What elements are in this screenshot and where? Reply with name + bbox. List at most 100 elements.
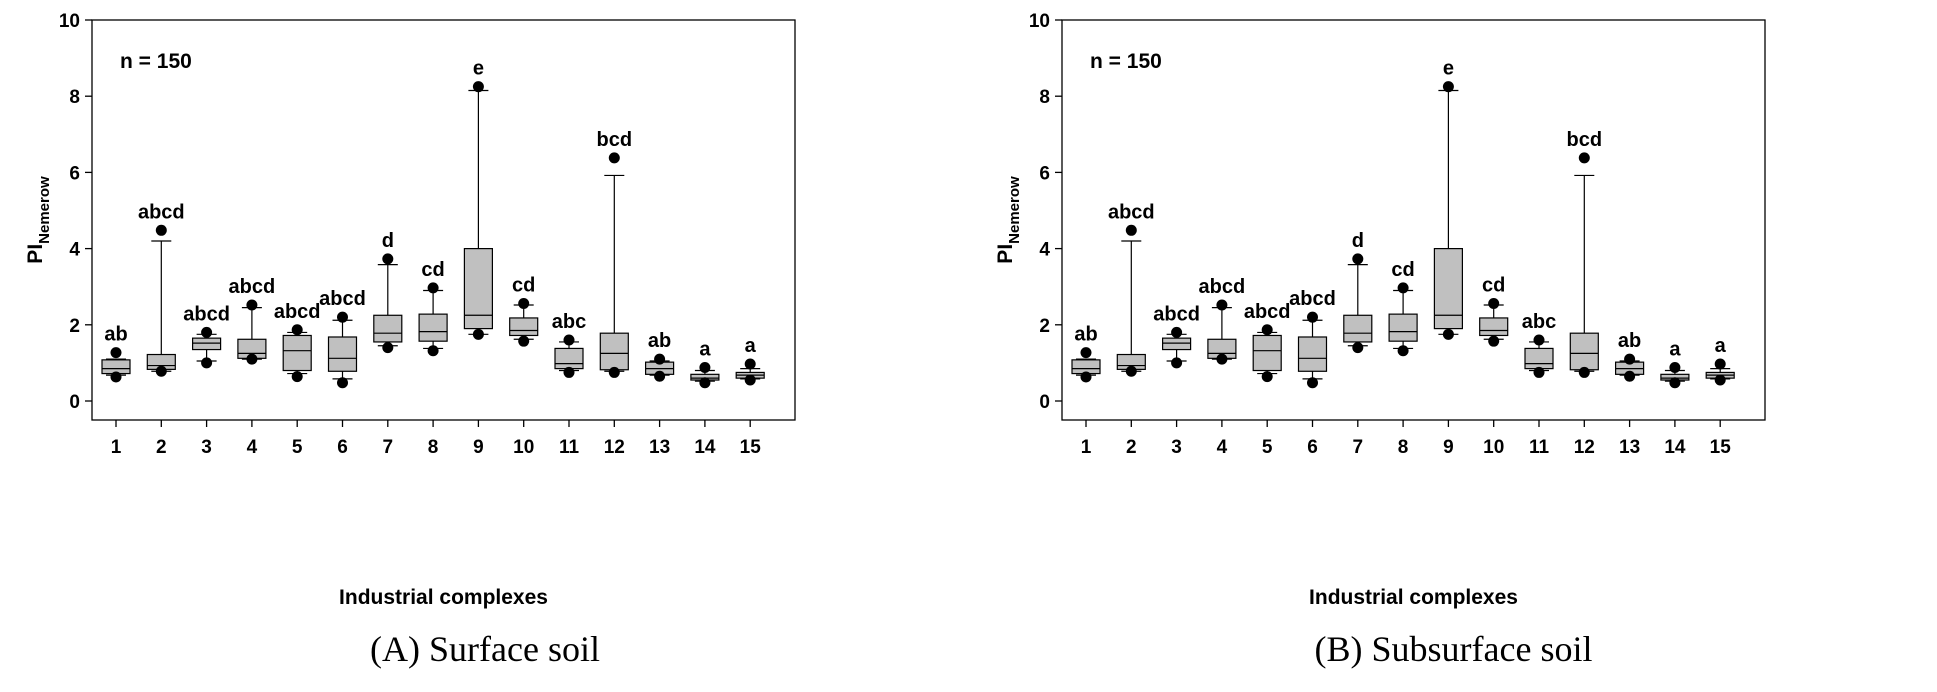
significance-letter: e [1443,58,1454,80]
outlier-point [1533,334,1545,346]
significance-letter: abcd [1153,303,1200,325]
significance-letter: abcd [138,201,185,223]
box-iqr [373,314,403,343]
significance-letter: cd [1482,274,1505,296]
significance-letter: a [1669,338,1681,360]
x-tick-label: 11 [1529,437,1550,458]
x-tick-label: 7 [1353,437,1364,458]
outlier-point [518,297,530,309]
significance-letter: abc [1522,311,1556,333]
outlier-point [518,335,530,347]
x-tick-label: 5 [1262,437,1273,458]
y-tick-label: 8 [69,87,80,108]
x-tick-label: 1 [111,437,122,458]
y-tick-label: 2 [1039,316,1050,337]
outlier-point [382,253,394,265]
y-tick-label: 0 [69,392,80,413]
outlier-point [1714,358,1726,370]
outlier-point [427,282,439,294]
box-iqr [509,317,539,337]
outlier-point [291,324,303,336]
x-tick-label: 14 [694,437,716,458]
y-tick-label: 10 [1029,11,1050,32]
outlier-point [1442,81,1454,93]
outlier-point [110,347,122,359]
x-tick-label: 6 [1307,437,1318,458]
outlier-point [1533,366,1545,378]
box-iqr [599,332,629,371]
outlier-point [1397,282,1409,294]
box-iqr [1252,334,1282,372]
x-tick-label: 3 [201,437,212,458]
outlier-point [1125,365,1137,377]
outlier-point [1216,353,1228,365]
significance-letter: ab [648,330,671,352]
y-tick-label: 0 [1039,392,1050,413]
box-iqr [192,337,222,351]
x-tick-label: 8 [1398,437,1409,458]
box-iqr [1569,332,1599,371]
y-tick-label: 6 [1039,163,1050,184]
outlier-point [1125,224,1137,236]
outlier-point [337,311,348,323]
outlier-point [1352,342,1364,354]
significance-letter: d [382,230,394,252]
y-tick-label: 4 [1039,240,1050,261]
box-iqr [1433,248,1463,330]
x-tick-label: 11 [559,437,580,458]
y-tick-label: 4 [69,240,80,261]
box-iqr [1524,347,1554,370]
outlier-point [1171,357,1183,369]
significance-letter: a [745,335,757,357]
outlier-point [337,377,348,389]
sample-size-label: n = 150 [1090,50,1162,73]
box-iqr [554,347,584,370]
significance-letter: abcd [319,288,366,310]
plot-frame [91,19,796,421]
y-tick-label: 8 [1039,87,1050,108]
outlier-point [1261,371,1273,383]
significance-letter: cd [512,274,535,296]
outlier-point [382,342,394,354]
outlier-point [1216,299,1228,311]
significance-letter: bcd [1567,129,1603,151]
x-tick-label: 14 [1664,437,1686,458]
outlier-point [654,353,666,365]
box-iqr [282,334,312,372]
outlier-point [1578,366,1590,378]
significance-letter: ab [1618,330,1641,352]
significance-letter: ab [1074,324,1097,346]
outlier-point [472,328,484,340]
x-tick-label: 4 [1217,437,1228,458]
significance-letter: abcd [1289,288,1336,310]
outlier-point [472,81,484,93]
outlier-point [1488,297,1500,309]
x-tick-label: 15 [1710,437,1732,458]
caption-surface-soil: (A) Surface soil [370,629,600,669]
outlier-point [110,371,122,383]
outlier-point [699,361,711,373]
outlier-point [1624,370,1636,382]
significance-letter: cd [1391,259,1414,281]
outlier-point [608,152,620,164]
x-tick-label: 7 [383,437,394,458]
box-iqr [1479,317,1509,337]
outlier-point [608,366,620,378]
outlier-point [201,357,213,369]
outlier-point [291,371,303,383]
box-iqr [1343,314,1373,343]
box-iqr [327,336,358,372]
y-axis-title-main: PI [994,244,1017,264]
x-tick-label: 5 [292,437,303,458]
significance-letter: abc [552,311,586,333]
x-axis-title: Industrial complexes [339,586,548,609]
box-iqr [1297,336,1328,372]
significance-letter: cd [421,259,444,281]
significance-letter: abcd [274,301,321,323]
plot-frame [1061,19,1766,421]
box-iqr [1388,313,1418,342]
significance-letter: d [1352,230,1364,252]
x-tick-label: 1 [1081,437,1092,458]
